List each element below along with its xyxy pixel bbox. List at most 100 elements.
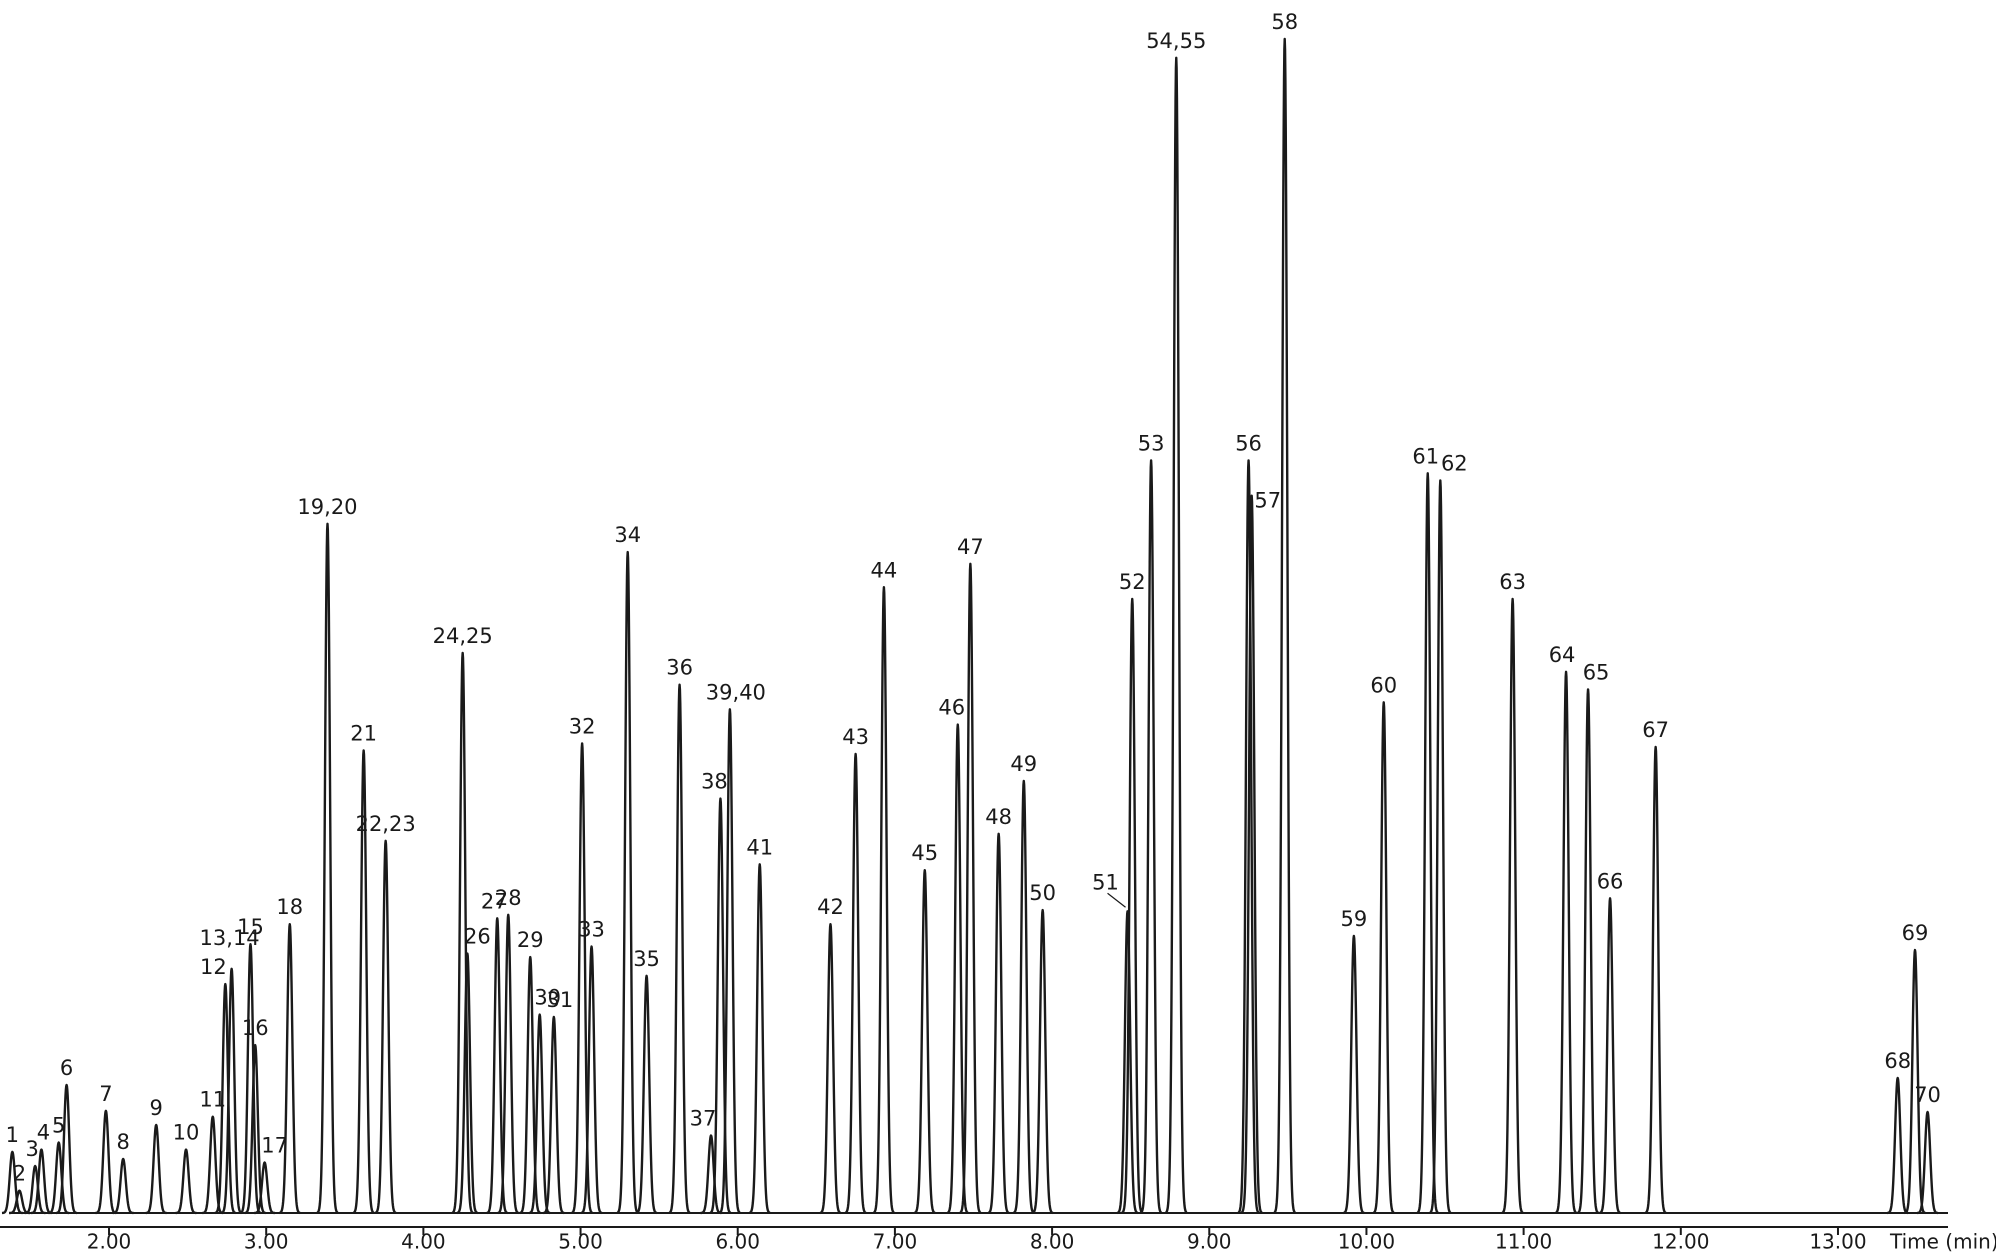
peak [699,1134,723,1215]
x-tick-label: 5.00 [558,1230,603,1254]
x-tick-label: 10.00 [1338,1230,1395,1254]
peak-label: 17 [261,1134,288,1158]
x-tick-label: 11.00 [1495,1230,1552,1254]
peak-label: 44 [871,558,898,582]
peak-label: 29 [517,928,544,952]
peak [111,1157,135,1215]
peak [1342,934,1366,1215]
peak [1116,910,1139,1215]
peak [709,797,732,1215]
peak [668,683,691,1214]
peak-label: 34 [614,523,641,547]
peak-label: 57 [1254,489,1281,513]
peak [542,1015,566,1215]
leader-line [1107,892,1126,908]
peak-label: 5 [52,1114,65,1138]
peak-label: 19,20 [297,495,357,519]
peak-label: 64 [1549,643,1576,667]
peak-label: 51 [1092,870,1119,894]
peak [23,1164,47,1215]
peak [1012,779,1036,1215]
peak-label: 54,55 [1146,29,1206,53]
peak [1903,948,1927,1215]
peak-label: 33 [578,918,605,942]
peak [1120,597,1144,1214]
peak-label: 49 [1010,752,1037,776]
peak-label: 47 [957,535,984,559]
peak-label: 30 [534,986,561,1010]
x-tick-label: 13.00 [1809,1230,1866,1254]
peak-label: 41 [746,835,773,859]
peak-label: 65 [1583,660,1610,684]
peak [214,982,237,1215]
peak-label: 26 [464,925,491,949]
peak [30,1148,53,1215]
peak-label: 28 [495,886,522,910]
peak [1644,745,1667,1214]
peak-label: 31 [546,988,573,1012]
peak-label: 7 [99,1082,112,1106]
peak [174,1148,198,1215]
peak-label: 56 [1235,431,1262,455]
peak-label: 52 [1119,570,1146,594]
peak [201,1115,225,1215]
peak [1554,670,1578,1214]
peak-label: 16 [242,1016,269,1040]
peak [946,723,970,1214]
peak-label: 66 [1597,869,1624,893]
peak-label: 35 [633,947,660,971]
peak-label: 22,23 [356,812,416,836]
peak [1165,56,1188,1214]
peak [1139,459,1163,1214]
peak [239,942,262,1215]
peak-label: 36 [666,656,693,680]
peak-label: 10 [173,1121,200,1145]
peak [1416,472,1439,1214]
peak [316,522,339,1214]
peak-label: 18 [276,895,303,919]
peak-label: 42 [817,895,844,919]
peak-label: 70 [1914,1083,1941,1107]
x-tick-label: 12.00 [1652,1230,1709,1254]
peak-label: 50 [1029,881,1056,905]
peak [55,1083,78,1215]
peak [718,708,742,1214]
peak-label: 38 [701,770,728,794]
peak-label: 63 [1499,570,1526,594]
peak [819,923,842,1215]
peak [987,832,1010,1215]
peak [580,945,603,1215]
peak [1240,494,1263,1214]
peak [635,974,658,1215]
peak-label: 6 [60,1056,73,1080]
peak [486,917,509,1215]
peak-label: 24,25 [433,624,493,648]
peak [144,1123,168,1215]
peak [278,923,302,1215]
peak [220,967,243,1215]
peak [913,868,937,1215]
x-tick-label: 2.00 [87,1230,132,1254]
peak-label: 32 [569,714,596,738]
peak-label: 37 [690,1107,717,1131]
peak-label: 60 [1370,673,1397,697]
peak-label: 4 [37,1121,50,1145]
peak [519,955,542,1215]
peak-label: 8 [116,1130,129,1154]
peak-label: 62 [1441,451,1468,475]
x-tick-label: 9.00 [1187,1230,1232,1254]
peak-label: 59 [1341,907,1368,931]
peak [1031,908,1054,1215]
peak-label: 45 [911,841,938,865]
peak [748,863,771,1215]
peak-label: 2 [13,1162,26,1186]
peak-label: 12 [200,955,227,979]
peak [451,651,474,1214]
peak-label: 3 [25,1137,38,1161]
peak-label: 58 [1271,10,1298,34]
peak [352,749,375,1214]
x-tick-label: 7.00 [873,1230,918,1254]
peak [1,1150,24,1215]
